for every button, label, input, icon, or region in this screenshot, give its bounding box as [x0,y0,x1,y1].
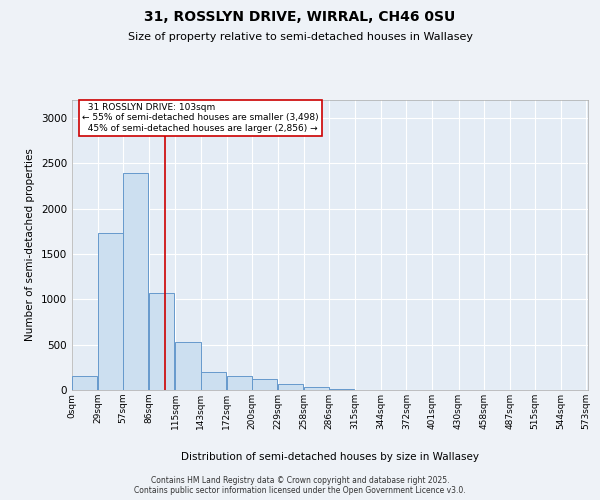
Bar [304,387,329,390]
Bar [98,233,123,390]
Bar [252,379,277,390]
Text: Contains HM Land Registry data © Crown copyright and database right 2025.
Contai: Contains HM Land Registry data © Crown c… [134,476,466,495]
Text: Size of property relative to semi-detached houses in Wallasey: Size of property relative to semi-detach… [128,32,473,42]
Y-axis label: Number of semi-detached properties: Number of semi-detached properties [25,148,35,342]
Text: 31 ROSSLYN DRIVE: 103sqm
← 55% of semi-detached houses are smaller (3,498)
  45%: 31 ROSSLYN DRIVE: 103sqm ← 55% of semi-d… [82,103,319,132]
Bar [149,293,175,390]
Bar [72,376,97,390]
Bar [227,376,252,390]
Bar [278,384,303,390]
Text: Distribution of semi-detached houses by size in Wallasey: Distribution of semi-detached houses by … [181,452,479,462]
Bar [175,342,200,390]
Bar [123,174,148,390]
Bar [329,389,354,390]
Text: 31, ROSSLYN DRIVE, WIRRAL, CH46 0SU: 31, ROSSLYN DRIVE, WIRRAL, CH46 0SU [145,10,455,24]
Bar [200,372,226,390]
